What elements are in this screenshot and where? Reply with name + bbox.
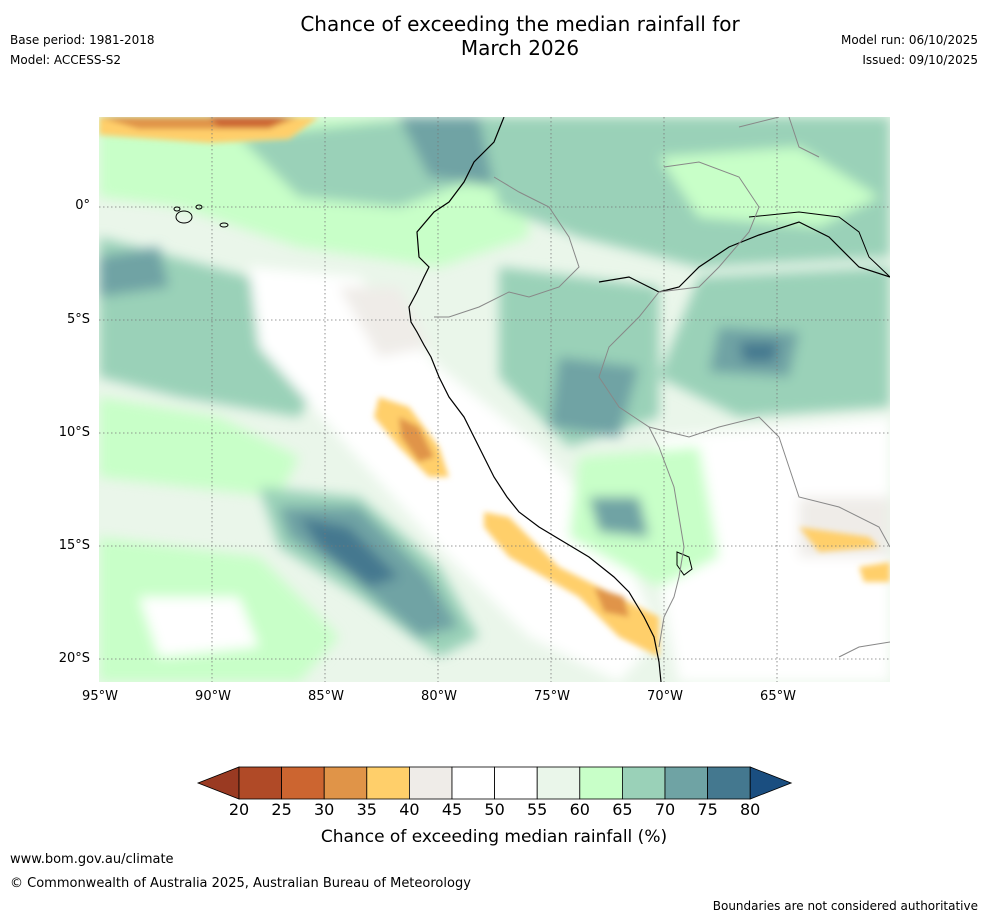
model-text: Model: ACCESS-S2: [10, 53, 122, 67]
amazon-river: [598, 221, 890, 293]
title-line-1: Chance of exceeding the median rainfall …: [300, 12, 740, 36]
lon-tick-85w: 85°W: [308, 689, 344, 704]
colorbar-segment: [323, 766, 368, 800]
lon-tick-65w: 65°W: [760, 689, 796, 704]
coastline: [408, 117, 662, 682]
boundaries-note: Boundaries are not considered authoritat…: [712, 899, 978, 913]
galapagos-islands: [173, 204, 229, 228]
colorbar-label: 40: [399, 800, 420, 819]
country-borders: [434, 117, 890, 658]
colorbar-label: 25: [271, 800, 292, 819]
colorbar-label: 75: [697, 800, 718, 819]
lat-tick-5s: 5°S: [66, 312, 90, 327]
colorbar-segment: [536, 766, 581, 800]
lake-titicaca: [676, 551, 693, 576]
colorbar-segment: [579, 766, 623, 800]
map-title: Chance of exceeding the median rainfall …: [200, 12, 840, 60]
dry-anomaly-patches: [99, 117, 890, 657]
copyright-text: © Commonwealth of Australia 2025, Austra…: [10, 876, 471, 891]
colorbar-label: 55: [527, 800, 548, 819]
colorbar-label: 50: [484, 800, 505, 819]
colorbar-segment: [281, 766, 325, 800]
lon-tick-95w: 95°W: [82, 689, 118, 704]
colorbar-segment: [366, 766, 410, 800]
colorbar-label: 70: [654, 800, 676, 819]
lat-tick-0: 0°: [75, 198, 90, 213]
issued-text: Issued: 09/10/2025: [862, 53, 978, 67]
colorbar-extend-high: [749, 766, 793, 800]
colorbar-segment: [664, 766, 708, 800]
colorbar-label: 60: [569, 800, 590, 819]
meta-right: Model run: 06/10/2025 Issued: 09/10/2025: [841, 30, 978, 70]
northeast-coast: [748, 211, 890, 278]
base-period-text: Base period: 1981-2018: [10, 33, 155, 47]
colorbar-segment: [238, 766, 282, 800]
lon-tick-75w: 75°W: [534, 689, 570, 704]
colorbar-label: 20: [228, 800, 250, 819]
model-run-text: Model run: 06/10/2025: [840, 33, 978, 47]
colorbar-label: 35: [356, 800, 377, 819]
colorbar-segment: [707, 766, 751, 800]
colorbar-segment: [621, 766, 666, 800]
colorbar-segment: [451, 766, 495, 800]
colorbar-label: 65: [612, 800, 633, 819]
colorbar-segment: [408, 766, 453, 800]
meta-left: Base period: 1981-2018 Model: ACCESS-S2: [10, 30, 155, 70]
lat-tick-20s: 20°S: [58, 651, 90, 666]
map-canvas: [99, 117, 890, 682]
colorbar-label: 80: [740, 800, 761, 819]
colorbar-extend-low: [196, 766, 240, 800]
colorbar-label: 30: [314, 800, 335, 819]
lat-tick-10s: 10°S: [58, 425, 90, 440]
title-line-2: March 2026: [460, 36, 580, 60]
colorbar-title: Chance of exceeding median rainfall (%): [320, 827, 668, 847]
colorbar-segment: [494, 766, 538, 800]
colorbar-label: 45: [441, 800, 463, 819]
lon-tick-90w: 90°W: [195, 689, 231, 704]
lon-tick-80w: 80°W: [421, 689, 457, 704]
source-url: www.bom.gov.au/climate: [10, 852, 174, 867]
lon-tick-70w: 70°W: [647, 689, 683, 704]
lat-tick-15s: 15°S: [58, 538, 90, 553]
colorbar: [196, 766, 793, 800]
rainfall-map: [99, 117, 890, 682]
